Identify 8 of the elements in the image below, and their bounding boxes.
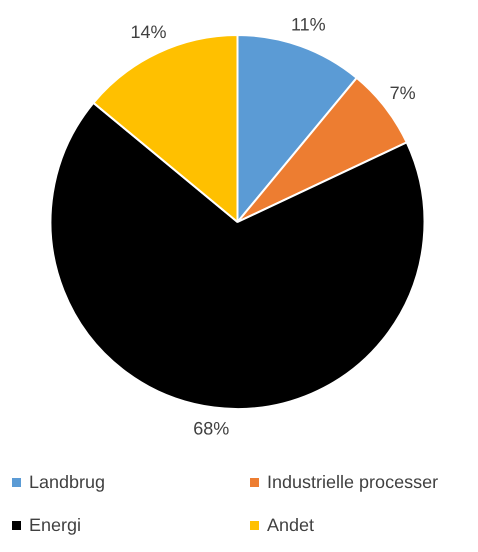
legend-label: Andet xyxy=(267,515,314,536)
legend-label: Energi xyxy=(29,515,82,536)
legend-label: Industrielle processer xyxy=(267,472,438,493)
legend-label: Landbrug xyxy=(29,472,106,493)
data-label: 7% xyxy=(390,82,416,103)
data-label: 68% xyxy=(193,418,230,438)
data-label: 11% xyxy=(290,14,326,34)
data-label: 14% xyxy=(130,22,167,42)
